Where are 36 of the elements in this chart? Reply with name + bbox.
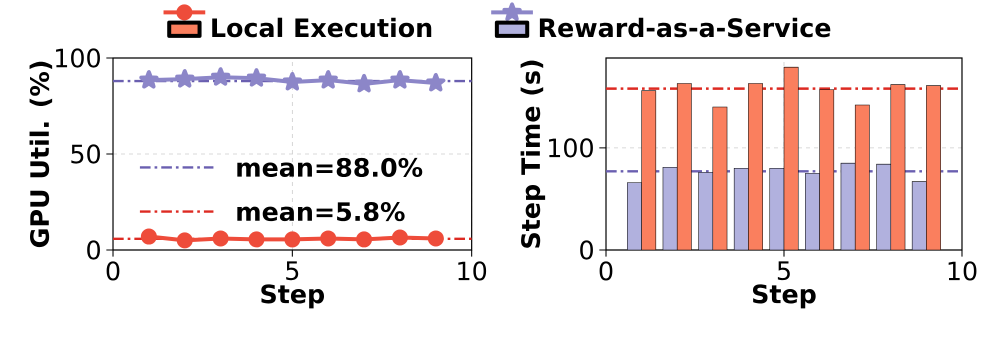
point bbox=[320, 230, 336, 246]
point bbox=[426, 72, 446, 92]
point bbox=[211, 67, 230, 86]
y-tick-label: 100 bbox=[56, 48, 100, 68]
x-tick-label: 5 bbox=[778, 261, 790, 280]
point bbox=[390, 70, 410, 89]
x-axis-title: Step bbox=[752, 284, 816, 308]
x-tick-label: 10 bbox=[948, 261, 976, 281]
point bbox=[176, 232, 193, 248]
point bbox=[212, 230, 229, 246]
point bbox=[282, 72, 302, 90]
legend-label: Local Execution bbox=[212, 18, 432, 38]
legend-label: Reward-as-a-Service bbox=[540, 18, 830, 38]
y-tick-label: 0 bbox=[87, 240, 100, 260]
y-tick-label: 100 bbox=[549, 138, 593, 158]
point bbox=[248, 231, 264, 248]
point bbox=[175, 69, 194, 88]
x-axis-title: Step bbox=[261, 284, 324, 308]
x-tick-label: 5 bbox=[286, 261, 298, 280]
x-tick-label: 10 bbox=[458, 261, 486, 281]
point bbox=[356, 231, 372, 248]
point bbox=[318, 70, 338, 89]
point bbox=[392, 230, 408, 246]
point bbox=[140, 228, 157, 245]
y-tick-label: 50 bbox=[71, 144, 100, 164]
point bbox=[284, 231, 300, 248]
y-axis-title: GPU Util. (%) bbox=[30, 62, 52, 248]
point bbox=[246, 68, 266, 87]
legend-label: mean=5.8% bbox=[237, 202, 405, 222]
x-tick-label: 0 bbox=[106, 261, 120, 281]
point bbox=[428, 230, 444, 246]
y-axis-title: Step Time (s) bbox=[520, 60, 546, 248]
point bbox=[354, 74, 374, 92]
legend-label: mean=88.0% bbox=[237, 158, 422, 178]
point bbox=[139, 70, 158, 89]
x-tick-label: 0 bbox=[600, 261, 612, 281]
